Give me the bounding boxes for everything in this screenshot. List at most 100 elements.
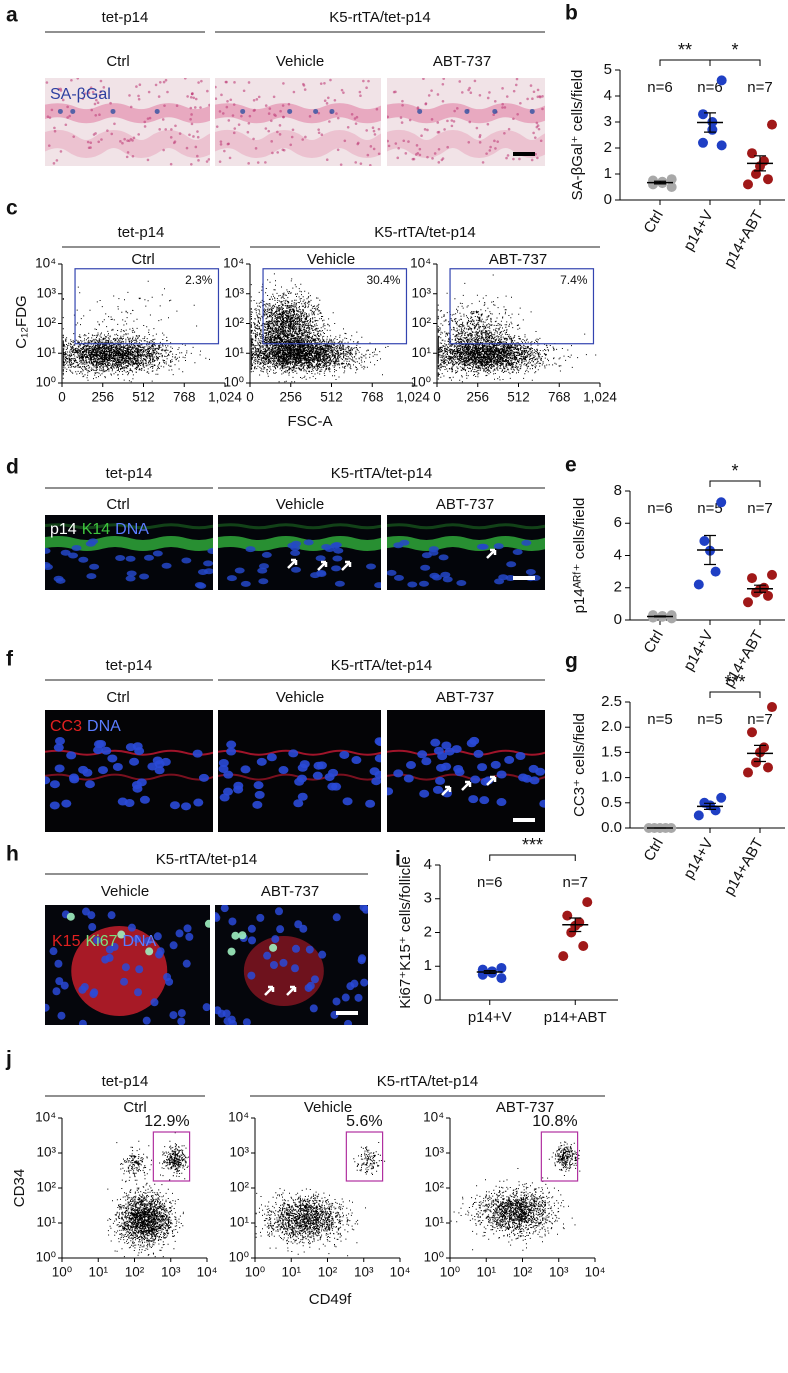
nucleus xyxy=(82,768,93,777)
stain-spot xyxy=(464,108,470,114)
cell xyxy=(276,151,279,154)
cell xyxy=(89,146,92,149)
cell xyxy=(123,137,126,141)
cell xyxy=(220,93,223,97)
x-tick-label: 10⁴ xyxy=(585,1265,606,1280)
nucleus xyxy=(54,737,65,746)
nucleus xyxy=(45,776,51,785)
events xyxy=(107,1132,190,1258)
cell xyxy=(215,125,219,129)
gate xyxy=(152,1131,191,1182)
events xyxy=(255,1142,386,1257)
cell xyxy=(507,127,511,131)
cell xyxy=(515,78,519,81)
stain-word: SA-βGal xyxy=(50,86,111,103)
cell xyxy=(518,157,521,161)
cell xyxy=(489,145,492,149)
nucleus xyxy=(183,924,192,933)
data-point xyxy=(578,941,589,951)
ki67-spot xyxy=(204,919,210,928)
data-point xyxy=(751,169,761,179)
cell xyxy=(292,90,296,94)
y-axis-label: p14ᴬᴿᶠ⁺ cells/field xyxy=(571,498,588,614)
cell xyxy=(501,102,504,106)
column-label: Ctrl xyxy=(106,496,129,513)
nucleus xyxy=(341,993,350,1002)
arrow xyxy=(264,985,275,996)
nucleus xyxy=(297,763,308,772)
cell xyxy=(137,133,140,136)
nucleus xyxy=(169,941,178,950)
cell xyxy=(359,162,363,165)
nucleus xyxy=(80,982,89,991)
x-tick-label: 10¹ xyxy=(281,1265,301,1280)
data-point xyxy=(743,597,753,608)
x-tick-label: 0 xyxy=(246,390,254,405)
nucleus xyxy=(403,774,414,783)
group-label: K5-rtTA/tet-p14 xyxy=(331,657,432,674)
y-tick-label: 10¹ xyxy=(36,1215,56,1230)
gate-percentage: 12.9% xyxy=(144,1113,189,1130)
cell xyxy=(538,95,542,99)
y-tick-label: 10⁰ xyxy=(36,1250,57,1265)
nucleus xyxy=(223,770,234,779)
column-label: ABT-737 xyxy=(436,496,494,513)
significance-bracket xyxy=(709,691,761,698)
cell xyxy=(340,88,344,92)
cell xyxy=(90,108,94,112)
y-tick-label: 0.5 xyxy=(601,794,622,811)
cell xyxy=(532,90,536,94)
cell xyxy=(267,129,271,133)
cell xyxy=(91,90,95,94)
cell xyxy=(526,97,529,101)
arrow xyxy=(341,560,352,571)
data-point xyxy=(747,727,757,738)
data-point xyxy=(496,962,507,973)
cell xyxy=(446,145,449,149)
nucleus xyxy=(125,555,136,562)
micrograph xyxy=(45,710,213,832)
nucleus xyxy=(127,923,136,932)
nucleus xyxy=(291,540,302,547)
cell xyxy=(501,106,504,109)
cell xyxy=(97,140,100,144)
cell xyxy=(446,119,449,123)
nucleus xyxy=(153,932,162,941)
cell xyxy=(190,122,194,126)
cell xyxy=(415,144,419,147)
cell xyxy=(353,117,357,120)
error-bar xyxy=(704,802,716,810)
column-label: Vehicle xyxy=(276,689,324,706)
cell xyxy=(121,141,124,145)
data-point xyxy=(751,757,761,768)
data-point xyxy=(707,124,718,135)
cell xyxy=(231,114,235,117)
y-tick-label: 0 xyxy=(614,611,622,628)
cell xyxy=(225,105,229,109)
cell xyxy=(441,82,445,86)
nucleus xyxy=(45,1003,50,1012)
cell xyxy=(163,104,166,107)
cell xyxy=(431,157,434,160)
x-tick-label: 512 xyxy=(507,390,530,405)
y-tick-label: 1.5 xyxy=(601,743,622,760)
y-tick-label: 10³ xyxy=(411,285,431,300)
nucleus xyxy=(54,959,63,968)
cell xyxy=(278,133,282,136)
cell xyxy=(416,151,420,155)
nucleus xyxy=(207,548,213,555)
x-tick-label: 256 xyxy=(91,390,114,405)
nucleus xyxy=(134,747,145,756)
nucleus xyxy=(139,573,150,580)
cell xyxy=(478,141,482,144)
nucleus xyxy=(240,580,251,587)
nucleus xyxy=(442,576,453,583)
cell xyxy=(199,106,202,109)
cell xyxy=(333,99,337,102)
nucleus xyxy=(515,752,526,761)
cell xyxy=(233,127,237,130)
cell xyxy=(89,86,93,90)
cell xyxy=(255,98,259,101)
cell xyxy=(365,86,368,90)
significance-bracket xyxy=(659,59,711,66)
